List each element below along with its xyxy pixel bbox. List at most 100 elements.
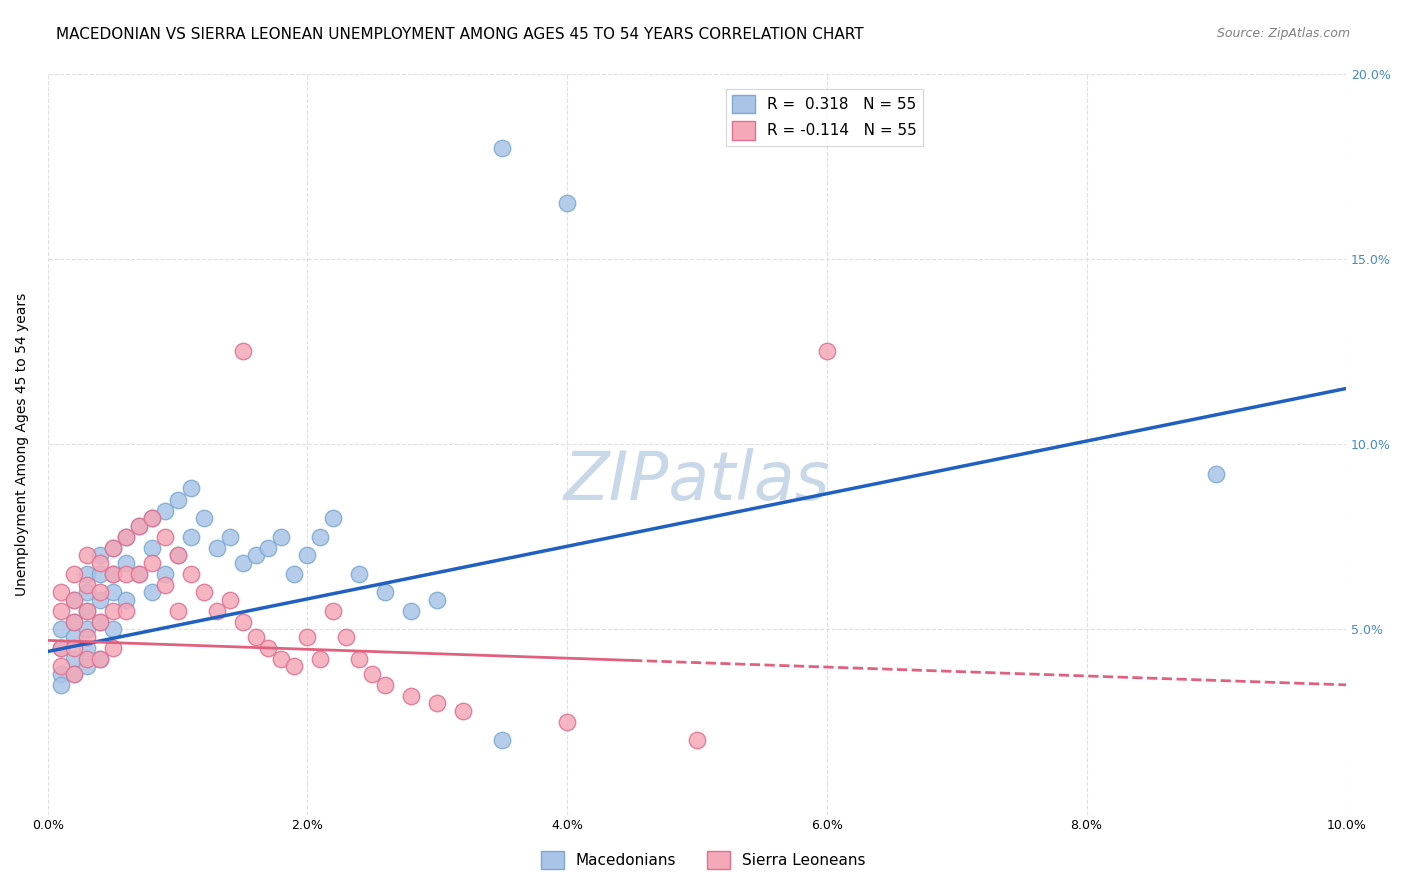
Point xyxy=(49,659,72,673)
Point xyxy=(89,556,111,570)
Point xyxy=(76,622,98,636)
Point xyxy=(361,666,384,681)
Point xyxy=(401,689,423,703)
Point xyxy=(322,604,344,618)
Point xyxy=(101,541,124,555)
Point xyxy=(128,566,150,581)
Point xyxy=(62,592,84,607)
Point xyxy=(114,566,136,581)
Point xyxy=(193,585,215,599)
Point xyxy=(322,511,344,525)
Point xyxy=(89,652,111,666)
Point xyxy=(374,585,396,599)
Point xyxy=(128,518,150,533)
Point xyxy=(76,652,98,666)
Point xyxy=(141,511,163,525)
Point xyxy=(62,640,84,655)
Point xyxy=(231,556,253,570)
Point xyxy=(76,566,98,581)
Point xyxy=(401,604,423,618)
Point xyxy=(141,556,163,570)
Point xyxy=(257,640,280,655)
Point xyxy=(49,585,72,599)
Point xyxy=(62,652,84,666)
Point xyxy=(76,604,98,618)
Point xyxy=(101,622,124,636)
Point xyxy=(153,578,176,592)
Point xyxy=(62,615,84,629)
Point xyxy=(114,530,136,544)
Point xyxy=(426,592,449,607)
Text: ZIPatlas: ZIPatlas xyxy=(564,448,831,514)
Point xyxy=(141,585,163,599)
Point xyxy=(128,566,150,581)
Point xyxy=(89,592,111,607)
Point xyxy=(491,733,513,747)
Point xyxy=(349,566,371,581)
Point xyxy=(283,659,305,673)
Point xyxy=(245,630,267,644)
Y-axis label: Unemployment Among Ages 45 to 54 years: Unemployment Among Ages 45 to 54 years xyxy=(15,293,30,596)
Point xyxy=(297,630,319,644)
Point xyxy=(555,196,578,211)
Point xyxy=(257,541,280,555)
Point xyxy=(49,678,72,692)
Point xyxy=(166,548,188,562)
Point xyxy=(491,140,513,154)
Point xyxy=(1205,467,1227,481)
Point xyxy=(270,652,292,666)
Point xyxy=(101,566,124,581)
Point xyxy=(76,578,98,592)
Point xyxy=(245,548,267,562)
Point xyxy=(180,530,202,544)
Point xyxy=(193,511,215,525)
Point xyxy=(49,640,72,655)
Point xyxy=(76,630,98,644)
Point xyxy=(49,666,72,681)
Point xyxy=(283,566,305,581)
Point xyxy=(89,615,111,629)
Point xyxy=(49,640,72,655)
Point xyxy=(426,697,449,711)
Point xyxy=(101,585,124,599)
Point xyxy=(101,566,124,581)
Point xyxy=(89,652,111,666)
Point xyxy=(231,615,253,629)
Point xyxy=(114,556,136,570)
Point xyxy=(218,592,240,607)
Point xyxy=(62,566,84,581)
Point xyxy=(141,541,163,555)
Point xyxy=(153,530,176,544)
Point xyxy=(555,714,578,729)
Point xyxy=(374,678,396,692)
Point xyxy=(309,530,332,544)
Point xyxy=(101,541,124,555)
Text: Source: ZipAtlas.com: Source: ZipAtlas.com xyxy=(1216,27,1350,40)
Point xyxy=(349,652,371,666)
Point xyxy=(270,530,292,544)
Point xyxy=(76,585,98,599)
Point xyxy=(76,659,98,673)
Point xyxy=(166,492,188,507)
Point xyxy=(76,548,98,562)
Point xyxy=(76,640,98,655)
Point xyxy=(62,630,84,644)
Point xyxy=(166,548,188,562)
Point xyxy=(205,541,228,555)
Point xyxy=(153,504,176,518)
Point xyxy=(231,344,253,359)
Point xyxy=(114,604,136,618)
Point xyxy=(205,604,228,618)
Point xyxy=(141,511,163,525)
Legend: Macedonians, Sierra Leoneans: Macedonians, Sierra Leoneans xyxy=(534,845,872,875)
Point xyxy=(89,566,111,581)
Point xyxy=(76,604,98,618)
Point xyxy=(153,566,176,581)
Point xyxy=(815,344,838,359)
Point xyxy=(89,615,111,629)
Point xyxy=(62,592,84,607)
Point xyxy=(166,604,188,618)
Legend: R =  0.318   N = 55, R = -0.114   N = 55: R = 0.318 N = 55, R = -0.114 N = 55 xyxy=(725,88,924,145)
Point xyxy=(62,666,84,681)
Point xyxy=(114,530,136,544)
